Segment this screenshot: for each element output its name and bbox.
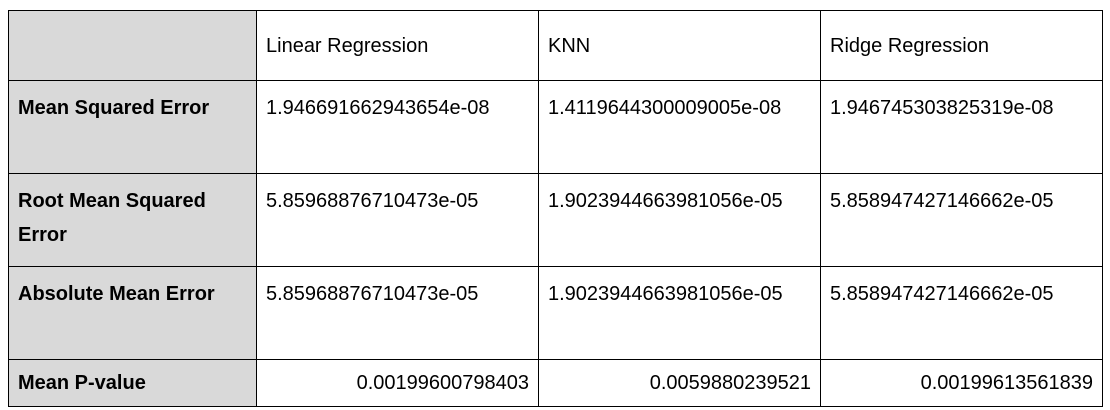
column-header-ridge-regression: Ridge Regression [820, 10, 1103, 81]
table-cell: 0.0059880239521 [538, 359, 821, 407]
table-cell: 5.85968876710473e-05 [256, 173, 539, 267]
table-cell: 5.85968876710473e-05 [256, 266, 539, 360]
table-cell: 1.9023944663981056e-05 [538, 266, 821, 360]
table-cell: 1.9023944663981056e-05 [538, 173, 821, 267]
column-header-knn: KNN [538, 10, 821, 81]
corner-cell [8, 10, 257, 81]
row-header-mse: Mean Squared Error [8, 80, 257, 174]
table-cell: 5.858947427146662e-05 [820, 266, 1103, 360]
table-row: Mean P-value 0.00199600798403 0.00598802… [8, 359, 1103, 407]
table-cell: 0.00199613561839 [820, 359, 1103, 407]
table-cell: 0.00199600798403 [256, 359, 539, 407]
table-cell: 1.946691662943654e-08 [256, 80, 539, 174]
table-cell: 1.946745303825319e-08 [820, 80, 1103, 174]
table-row: Mean Squared Error 1.946691662943654e-08… [8, 80, 1103, 174]
table-cell: 1.4119644300009005e-08 [538, 80, 821, 174]
results-table: Linear Regression KNN Ridge Regression M… [8, 10, 1103, 407]
row-header-mean-p-value: Mean P-value [8, 359, 257, 407]
results-table-container: Linear Regression KNN Ridge Regression M… [8, 10, 1103, 407]
column-header-linear-regression: Linear Regression [256, 10, 539, 81]
table-row: Absolute Mean Error 5.85968876710473e-05… [8, 266, 1103, 360]
header-row: Linear Regression KNN Ridge Regression [8, 10, 1103, 81]
row-header-absolute-mean-error: Absolute Mean Error [8, 266, 257, 360]
row-header-rmse: Root Mean Squared Error [8, 173, 257, 267]
table-cell: 5.858947427146662e-05 [820, 173, 1103, 267]
table-row: Root Mean Squared Error 5.85968876710473… [8, 173, 1103, 267]
